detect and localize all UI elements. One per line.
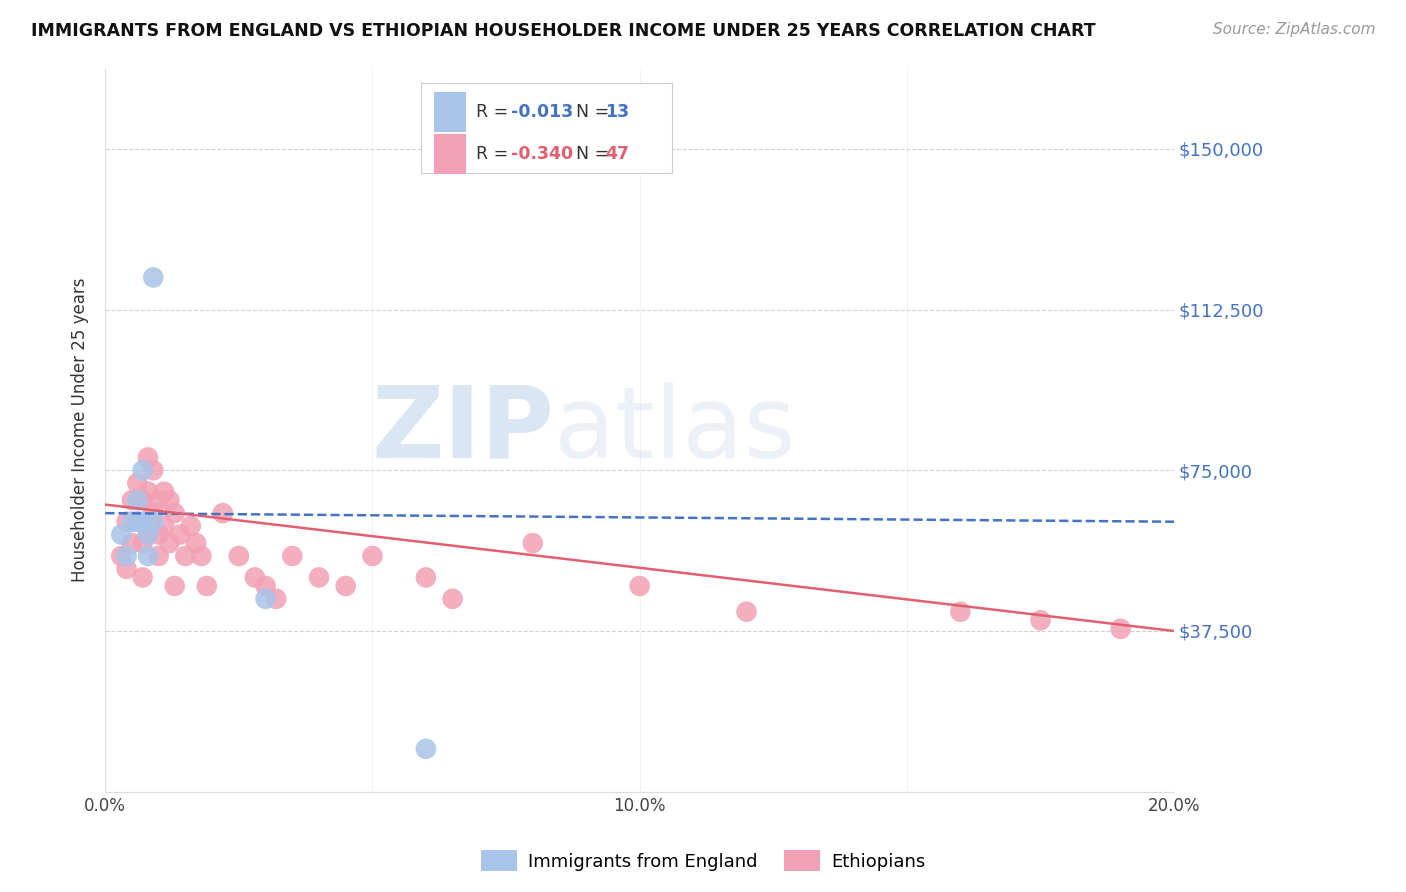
- Point: [115, 515, 138, 529]
- Text: atlas: atlas: [554, 382, 796, 479]
- Point: [441, 591, 464, 606]
- Text: -0.340: -0.340: [512, 145, 574, 163]
- Point: [335, 579, 357, 593]
- Point: [115, 562, 138, 576]
- Point: [110, 527, 132, 541]
- Point: [949, 605, 972, 619]
- Point: [522, 536, 544, 550]
- Text: R =: R =: [477, 145, 513, 163]
- Point: [136, 549, 159, 563]
- Point: [142, 463, 165, 477]
- Point: [153, 484, 176, 499]
- Point: [142, 506, 165, 520]
- Point: [131, 493, 153, 508]
- Point: [148, 493, 170, 508]
- Point: [136, 450, 159, 465]
- Legend: Immigrants from England, Ethiopians: Immigrants from England, Ethiopians: [474, 843, 932, 879]
- Point: [735, 605, 758, 619]
- Text: N =: N =: [565, 103, 614, 121]
- Point: [211, 506, 233, 520]
- Text: ZIP: ZIP: [371, 382, 554, 479]
- Point: [127, 515, 149, 529]
- Point: [131, 515, 153, 529]
- Point: [184, 536, 207, 550]
- Text: IMMIGRANTS FROM ENGLAND VS ETHIOPIAN HOUSEHOLDER INCOME UNDER 25 YEARS CORRELATI: IMMIGRANTS FROM ENGLAND VS ETHIOPIAN HOU…: [31, 22, 1095, 40]
- Point: [180, 519, 202, 533]
- Point: [174, 549, 197, 563]
- Point: [148, 549, 170, 563]
- Y-axis label: Householder Income Under 25 years: Householder Income Under 25 years: [72, 278, 89, 582]
- Point: [254, 579, 277, 593]
- Point: [1109, 622, 1132, 636]
- Point: [163, 506, 186, 520]
- Point: [136, 484, 159, 499]
- Point: [308, 570, 330, 584]
- Point: [361, 549, 384, 563]
- Text: 13: 13: [606, 103, 630, 121]
- Point: [163, 579, 186, 593]
- Point: [157, 536, 180, 550]
- Point: [136, 527, 159, 541]
- Text: R =: R =: [477, 103, 513, 121]
- Point: [1029, 613, 1052, 627]
- Point: [131, 570, 153, 584]
- Point: [127, 476, 149, 491]
- Point: [157, 493, 180, 508]
- Point: [153, 519, 176, 533]
- Point: [415, 570, 437, 584]
- Point: [228, 549, 250, 563]
- Point: [121, 536, 143, 550]
- Point: [127, 493, 149, 508]
- Point: [254, 591, 277, 606]
- Point: [281, 549, 304, 563]
- Point: [131, 463, 153, 477]
- Point: [169, 527, 191, 541]
- Point: [190, 549, 212, 563]
- Point: [110, 549, 132, 563]
- Point: [136, 527, 159, 541]
- FancyBboxPatch shape: [434, 135, 467, 174]
- Point: [264, 591, 287, 606]
- Point: [127, 515, 149, 529]
- Text: 47: 47: [606, 145, 630, 163]
- Point: [195, 579, 218, 593]
- Text: Source: ZipAtlas.com: Source: ZipAtlas.com: [1212, 22, 1375, 37]
- Point: [115, 549, 138, 563]
- FancyBboxPatch shape: [420, 83, 672, 173]
- Text: -0.013: -0.013: [512, 103, 574, 121]
- Point: [142, 515, 165, 529]
- Point: [148, 527, 170, 541]
- Point: [243, 570, 266, 584]
- Point: [121, 515, 143, 529]
- Point: [142, 270, 165, 285]
- Point: [415, 742, 437, 756]
- FancyBboxPatch shape: [434, 93, 467, 132]
- Point: [628, 579, 651, 593]
- Point: [131, 536, 153, 550]
- Point: [121, 493, 143, 508]
- Text: N =: N =: [565, 145, 614, 163]
